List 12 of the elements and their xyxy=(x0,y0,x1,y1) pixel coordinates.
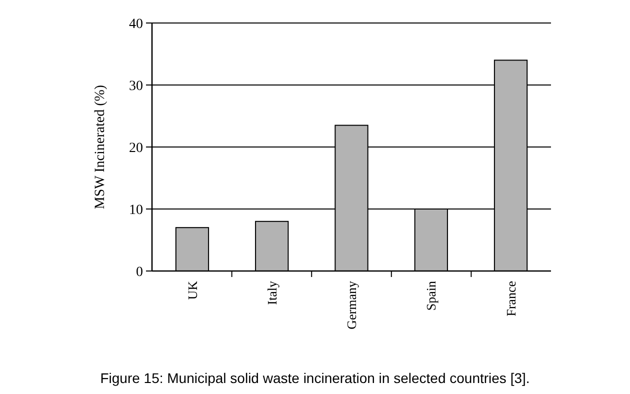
y-tick-label: 30 xyxy=(129,78,143,94)
y-tick-label: 10 xyxy=(129,202,143,218)
x-tick-label: Italy xyxy=(264,280,280,305)
y-tick-label: 40 xyxy=(129,16,143,32)
x-tick-label: Germany xyxy=(344,280,360,330)
x-tick-label: Spain xyxy=(424,280,439,311)
y-axis-title: MSW Incinerated (%) xyxy=(93,84,108,210)
x-tick-label: France xyxy=(503,280,518,316)
y-tick-label: 20 xyxy=(129,140,143,156)
y-tick-label: 0 xyxy=(136,264,143,280)
text: Figure 15: Municipal solid waste incineration in selected countries [3]. xyxy=(100,370,530,386)
x-tick-label: UK xyxy=(184,280,200,300)
